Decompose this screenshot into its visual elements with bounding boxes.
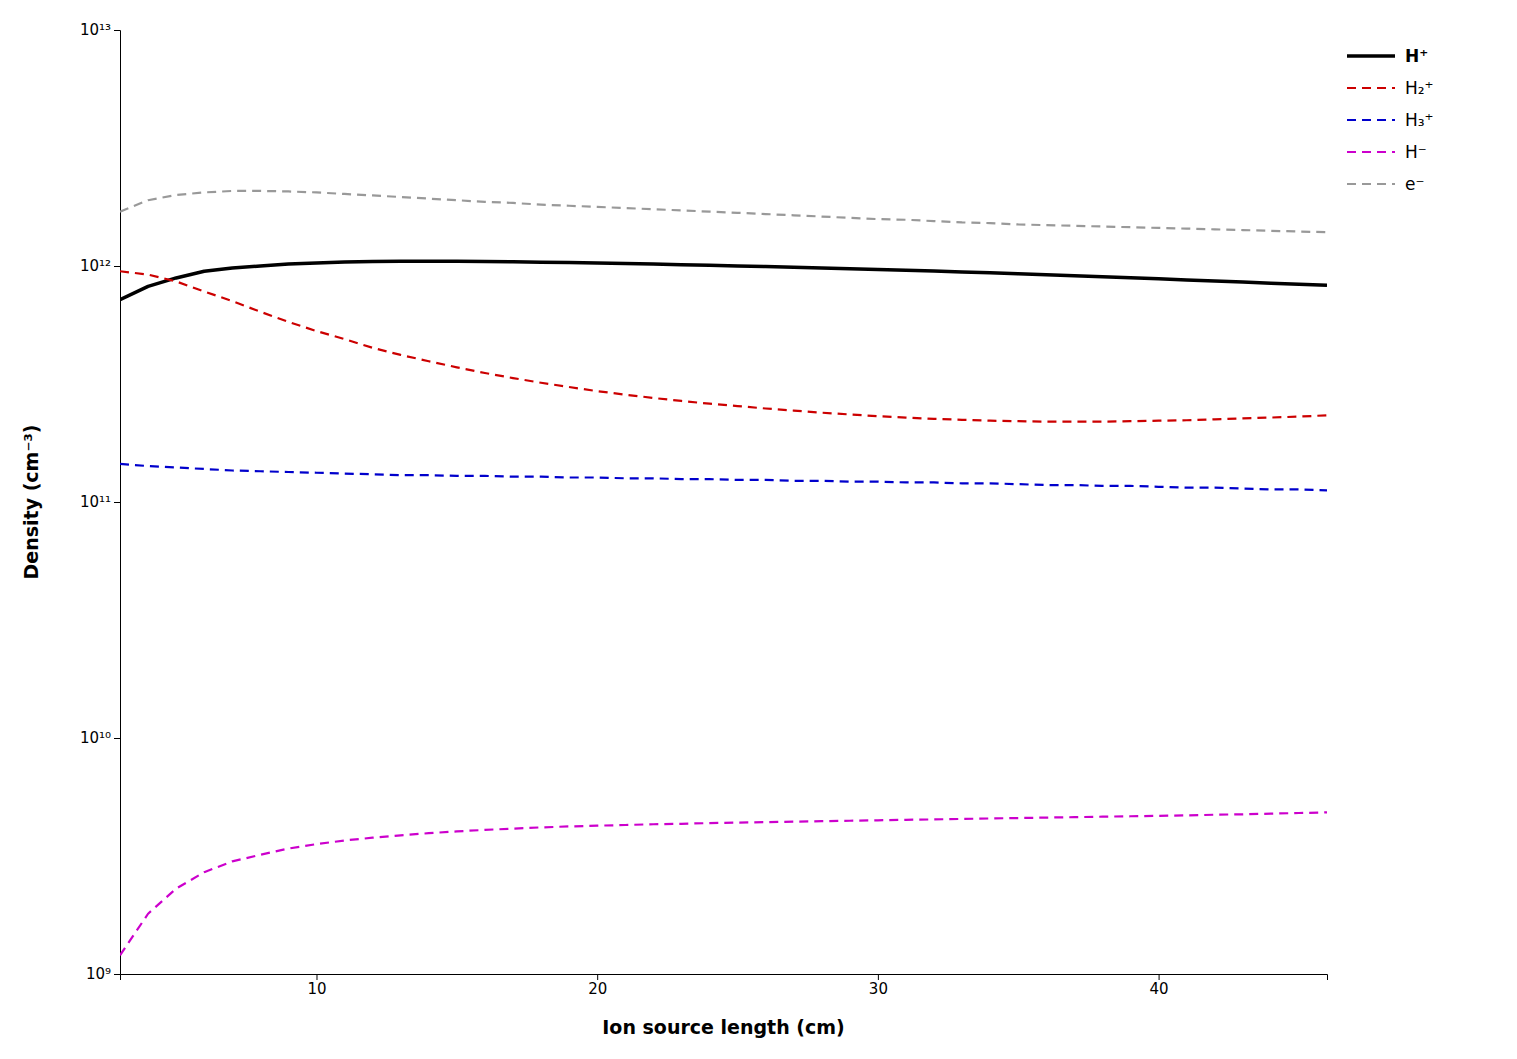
- legend-label: H⁻: [1405, 142, 1427, 162]
- legend-item: H₃⁺: [1347, 110, 1434, 130]
- tick-mark: [114, 30, 120, 31]
- tick: 10¹⁰: [80, 729, 120, 747]
- tick-label: 10¹²: [80, 257, 111, 275]
- tick-mark: [114, 738, 120, 739]
- chart: 10 20 30 40 10⁹ 10¹⁰ 10¹¹ 10¹² 10¹³ Ion source le…: [0, 0, 1517, 1059]
- lines: [120, 191, 1327, 955]
- legend-item: H₂⁺: [1347, 78, 1434, 98]
- legend-swatch: [1347, 151, 1395, 153]
- tick: 40: [1150, 974, 1169, 998]
- tick: 10⁹: [86, 965, 120, 983]
- legend-item: e⁻: [1347, 174, 1424, 194]
- tick-label: 10: [307, 980, 326, 998]
- legend-swatch: [1347, 87, 1395, 89]
- legend-swatch: [1347, 119, 1395, 121]
- tick: 10¹²: [80, 257, 120, 275]
- plot: 10 20 30 40 10⁹ 10¹⁰ 10¹¹ 10¹² 10¹³ Ion source le…: [20, 21, 1328, 1038]
- legend-item: H⁻: [1347, 142, 1427, 162]
- legend-label: H₂⁺: [1405, 78, 1434, 98]
- y-axis: 10⁹ 10¹⁰ 10¹¹ 10¹² 10¹³: [80, 21, 121, 983]
- series-line: [120, 271, 1327, 421]
- legend-item: H⁺: [1347, 46, 1428, 66]
- tick: 20: [588, 974, 607, 998]
- tick: 10¹¹: [80, 493, 120, 511]
- tick: 10: [307, 974, 326, 998]
- legend-label: H⁺: [1405, 46, 1428, 66]
- series-line: [120, 812, 1327, 955]
- legend-label: H₃⁺: [1405, 110, 1434, 130]
- tick-label: 10¹⁰: [80, 729, 111, 747]
- tick-label: 40: [1150, 980, 1169, 998]
- tick-label: 10¹³: [80, 21, 111, 39]
- series-line: [120, 261, 1327, 299]
- y-axis-title: Density (cm⁻³): [20, 425, 42, 580]
- tick-label: 20: [588, 980, 607, 998]
- legend-swatch: [1347, 183, 1395, 185]
- legend-swatch: [1347, 54, 1395, 58]
- tick-label: 10⁹: [86, 965, 111, 983]
- tick-label: 30: [869, 980, 888, 998]
- axis-line: [121, 975, 1328, 981]
- tick-label: 10¹¹: [80, 493, 111, 511]
- series-line: [120, 464, 1327, 490]
- legend: H⁺ H₂⁺ H₃⁺ H⁻ e⁻: [1347, 46, 1434, 194]
- x-axis-title: Ion source length (cm): [602, 1016, 844, 1038]
- x-axis: 10 20 30 40: [121, 974, 1328, 998]
- series-line: [120, 191, 1327, 232]
- tick-mark: [114, 266, 120, 267]
- tick: 30: [869, 974, 888, 998]
- tick-mark: [114, 974, 120, 975]
- legend-label: e⁻: [1405, 174, 1424, 194]
- tick-mark: [114, 502, 120, 503]
- tick: 10¹³: [80, 21, 120, 39]
- axis-line: [114, 31, 121, 975]
